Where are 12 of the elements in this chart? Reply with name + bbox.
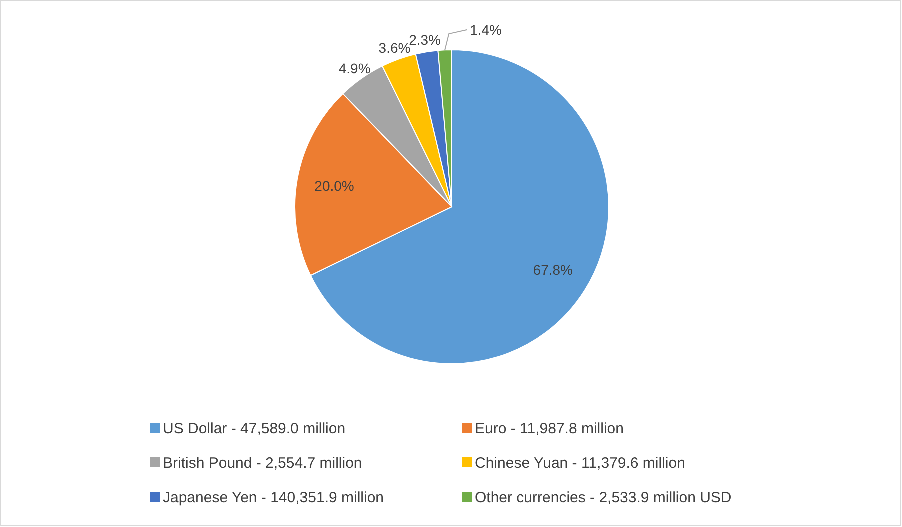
legend-label: Euro - 11,987.8 million <box>475 420 624 438</box>
data-label: 2.3% <box>409 32 441 48</box>
legend-label: Other currencies - 2,533.9 million USD <box>475 489 732 506</box>
data-label: 3.6% <box>378 40 411 56</box>
legend-label: Japanese Yen - 140,351.9 million <box>163 489 384 506</box>
legend-label: British Pound - 2,554.7 million <box>163 454 362 472</box>
data-label: 4.9% <box>338 60 371 77</box>
data-label: 20.0% <box>314 178 354 194</box>
legend-label: US Dollar - 47,589.0 million <box>163 420 346 438</box>
data-label: 67.8% <box>533 262 573 278</box>
data-label: 1.4% <box>470 22 502 38</box>
legend-label: Chinese Yuan - 11,379.6 million <box>475 454 686 472</box>
